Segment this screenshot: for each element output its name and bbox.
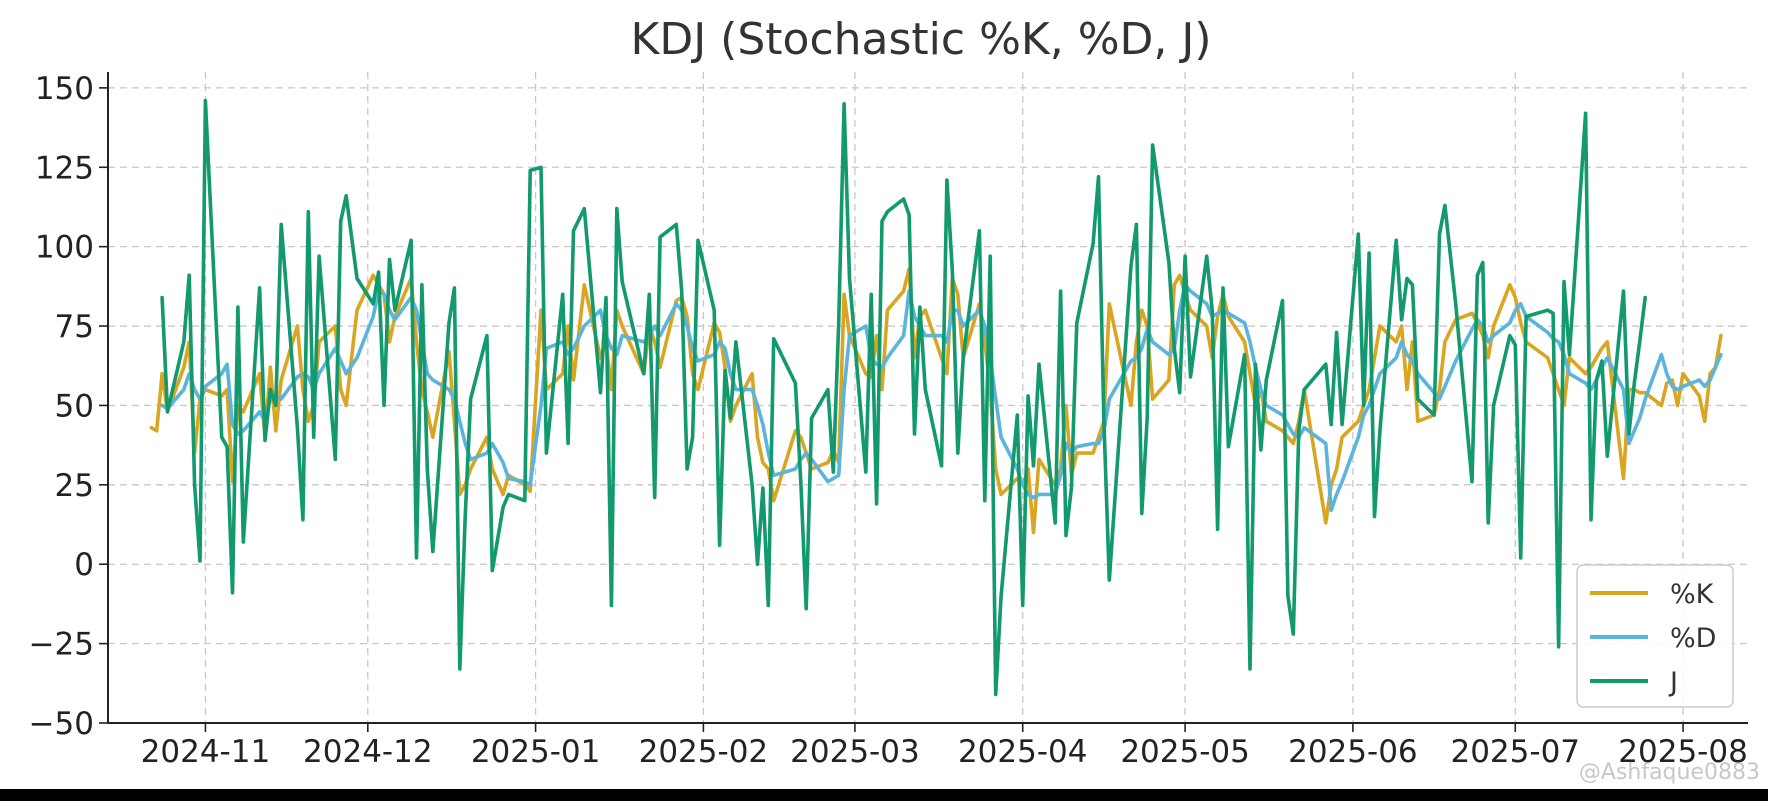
x-tick-label: 2025-04 (958, 734, 1088, 770)
y-tick-label: 75 (55, 309, 94, 345)
chart-title: KDJ (Stochastic %K, %D, J) (630, 14, 1211, 65)
legend: %K %D J (1576, 564, 1734, 708)
grid (108, 72, 1748, 724)
x-tick-label: 2024-11 (141, 734, 271, 770)
x-tick-label: 2025-01 (471, 734, 601, 770)
y-tick-label: 0 (74, 547, 94, 583)
legend-box (1576, 564, 1734, 708)
x-tick-label: 2024-12 (303, 734, 433, 770)
y-tick-label: −50 (29, 706, 94, 742)
x-tick-label: 2025-07 (1450, 734, 1580, 770)
y-tick-label: 25 (55, 468, 94, 504)
y-tick-label: 125 (35, 150, 94, 186)
legend-label: %K (1670, 579, 1715, 610)
legend-label: %D (1670, 623, 1716, 654)
y-tick-label: 150 (35, 71, 94, 107)
series-layer (149, 98, 1723, 697)
x-tick-label: 2025-02 (639, 734, 769, 770)
series-line-2 (160, 98, 1647, 697)
y-tick-label: −25 (29, 627, 94, 663)
legend-label: J (1668, 667, 1678, 698)
y-tick-label: 50 (55, 388, 94, 424)
x-tick-label: 2025-03 (790, 734, 920, 770)
x-tick-label: 2025-08 (1618, 734, 1748, 770)
x-tick-label: 2025-05 (1120, 734, 1250, 770)
watermark: @Ashfaque0883 (1578, 760, 1760, 785)
axes: −50 −25 0 25 50 75 100 125 150 2024-11 2024-12 2025… (29, 71, 1748, 770)
y-tick-label: 100 (35, 230, 94, 266)
bottom-bar (0, 789, 1768, 801)
x-tick-label: 2025-06 (1288, 734, 1418, 770)
